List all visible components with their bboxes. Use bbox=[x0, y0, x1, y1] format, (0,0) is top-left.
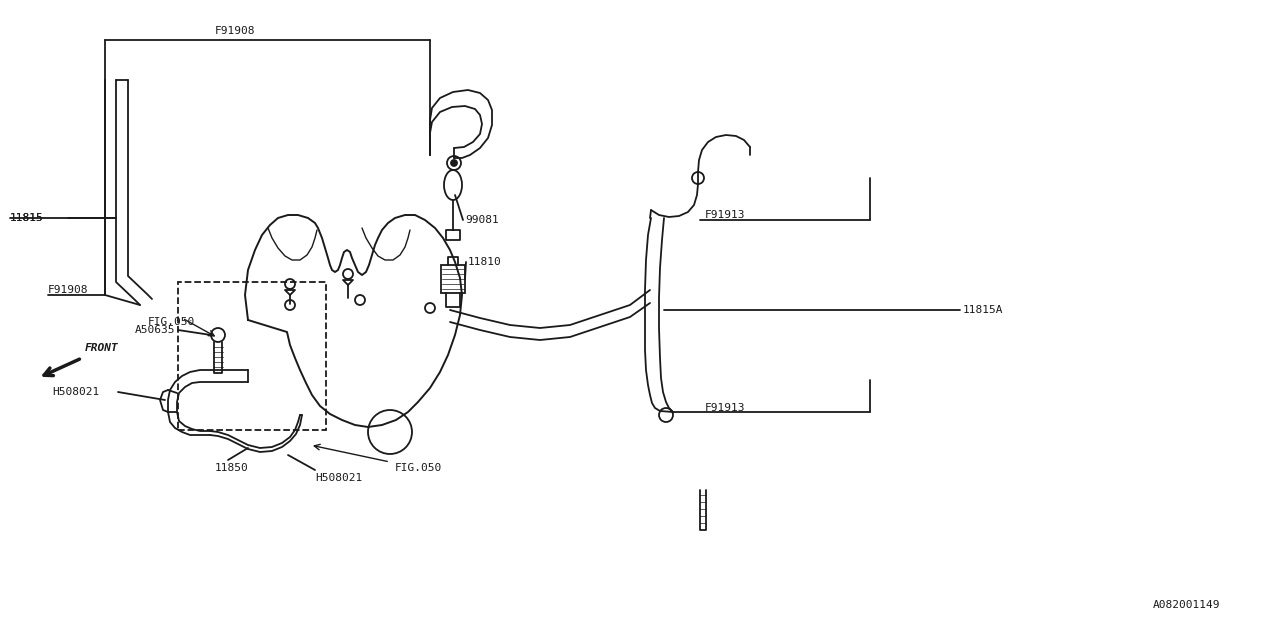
Text: 11810: 11810 bbox=[468, 257, 502, 267]
Bar bbox=[442, 265, 465, 293]
Text: 11815A: 11815A bbox=[963, 305, 1004, 315]
Text: 11815: 11815 bbox=[10, 213, 44, 223]
Text: 11850: 11850 bbox=[215, 463, 248, 473]
Text: F91908: F91908 bbox=[49, 285, 88, 295]
Text: F91908: F91908 bbox=[215, 26, 255, 36]
Text: 99081: 99081 bbox=[465, 215, 499, 225]
Text: F91913: F91913 bbox=[705, 210, 745, 220]
Text: FIG.050: FIG.050 bbox=[396, 463, 443, 473]
Text: FRONT: FRONT bbox=[84, 343, 119, 353]
Bar bbox=[178, 282, 326, 430]
Text: 11815: 11815 bbox=[10, 213, 44, 223]
Text: F91913: F91913 bbox=[705, 403, 745, 413]
Text: H508021: H508021 bbox=[315, 473, 362, 483]
Text: H508021: H508021 bbox=[52, 387, 100, 397]
Circle shape bbox=[451, 160, 457, 166]
Text: A50635: A50635 bbox=[134, 325, 175, 335]
Text: A082001149: A082001149 bbox=[1152, 600, 1220, 610]
Text: FIG.050: FIG.050 bbox=[148, 317, 196, 327]
